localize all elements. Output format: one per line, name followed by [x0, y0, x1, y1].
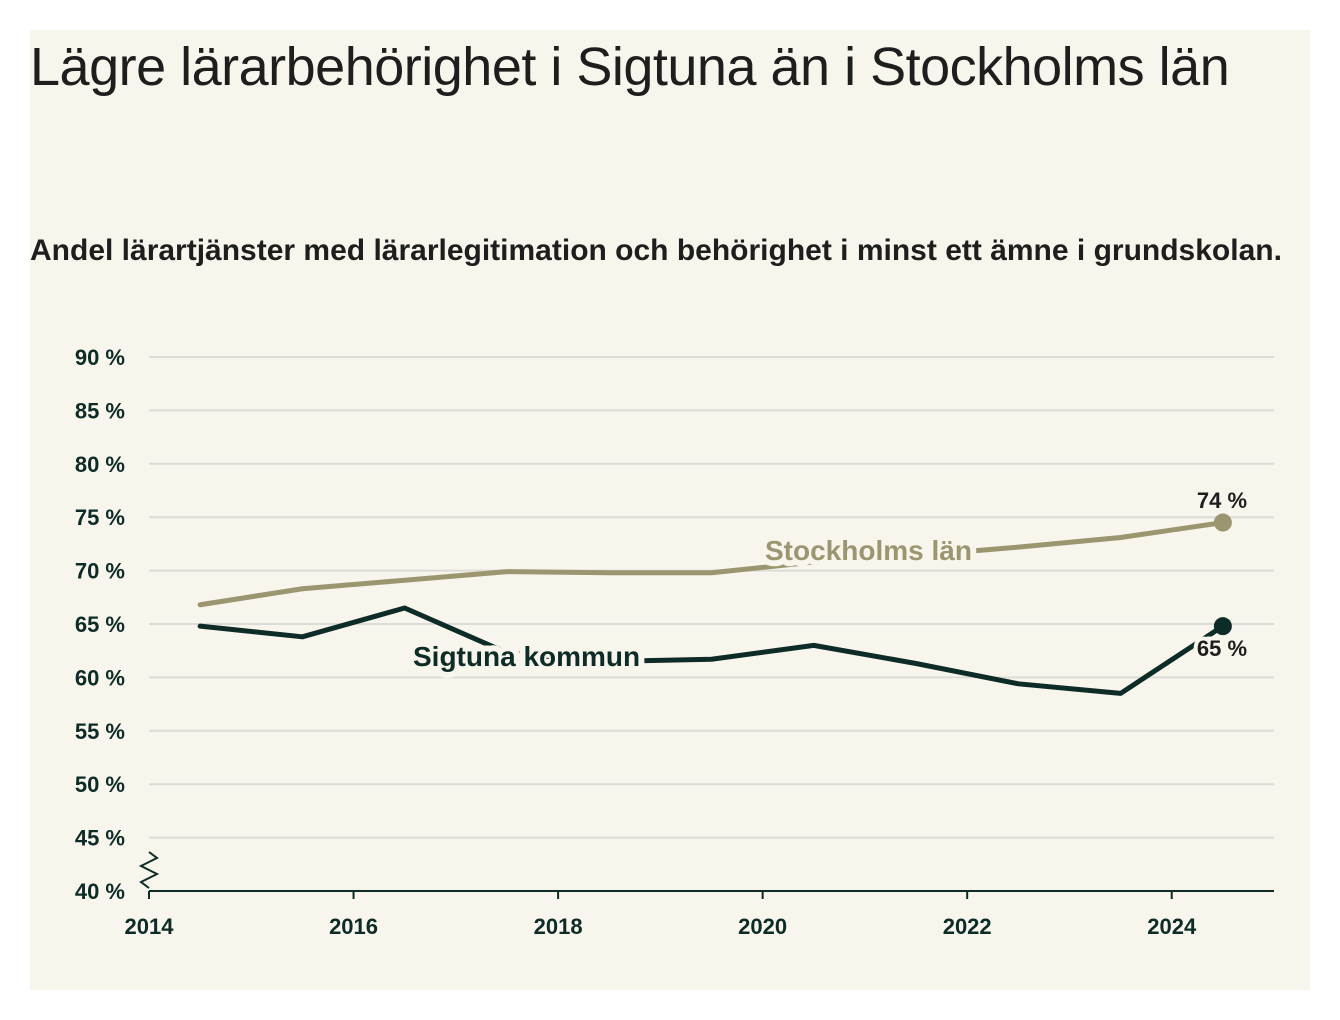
y-tick-label: 55 %	[75, 719, 125, 744]
sigtuna-end-point	[1213, 617, 1232, 636]
y-tick-label: 80 %	[75, 452, 125, 477]
x-tick-label: 2016	[329, 914, 378, 939]
y-tick-label: 50 %	[75, 772, 125, 797]
chart-subtitle: Andel lärartjänster med lärarlegitimatio…	[30, 234, 1282, 267]
y-tick-label: 85 %	[75, 398, 125, 423]
y-tick-label: 70 %	[75, 559, 125, 584]
stockholm-label: Stockholms län	[765, 535, 972, 566]
y-tick-label: 75 %	[75, 505, 125, 530]
chart-title: Lägre lärarbehörighet i Sigtuna än i Sto…	[30, 37, 1230, 97]
stockholm-end-point	[1213, 513, 1232, 532]
sigtuna-end-value: 65 %	[1197, 636, 1247, 661]
stockholm-line	[197, 520, 1226, 608]
y-tick-label: 40 %	[75, 879, 125, 904]
sigtuna-label: Sigtuna kommun	[413, 641, 640, 672]
y-tick-label: 60 %	[75, 665, 125, 690]
axis-break-icon	[138, 851, 160, 889]
y-tick-label: 90 %	[75, 345, 125, 370]
stockholm-end-value: 74 %	[1197, 488, 1247, 513]
x-tick-label: 2020	[738, 914, 787, 939]
x-tick-label: 2014	[125, 914, 175, 939]
x-tick-label: 2018	[534, 914, 583, 939]
x-tick-label: 2022	[943, 914, 992, 939]
x-tick-label: 2024	[1147, 914, 1197, 939]
sigtuna-line	[197, 605, 1226, 696]
y-tick-label: 65 %	[75, 612, 125, 637]
chart-card	[30, 30, 1310, 990]
y-tick-label: 45 %	[75, 826, 125, 851]
